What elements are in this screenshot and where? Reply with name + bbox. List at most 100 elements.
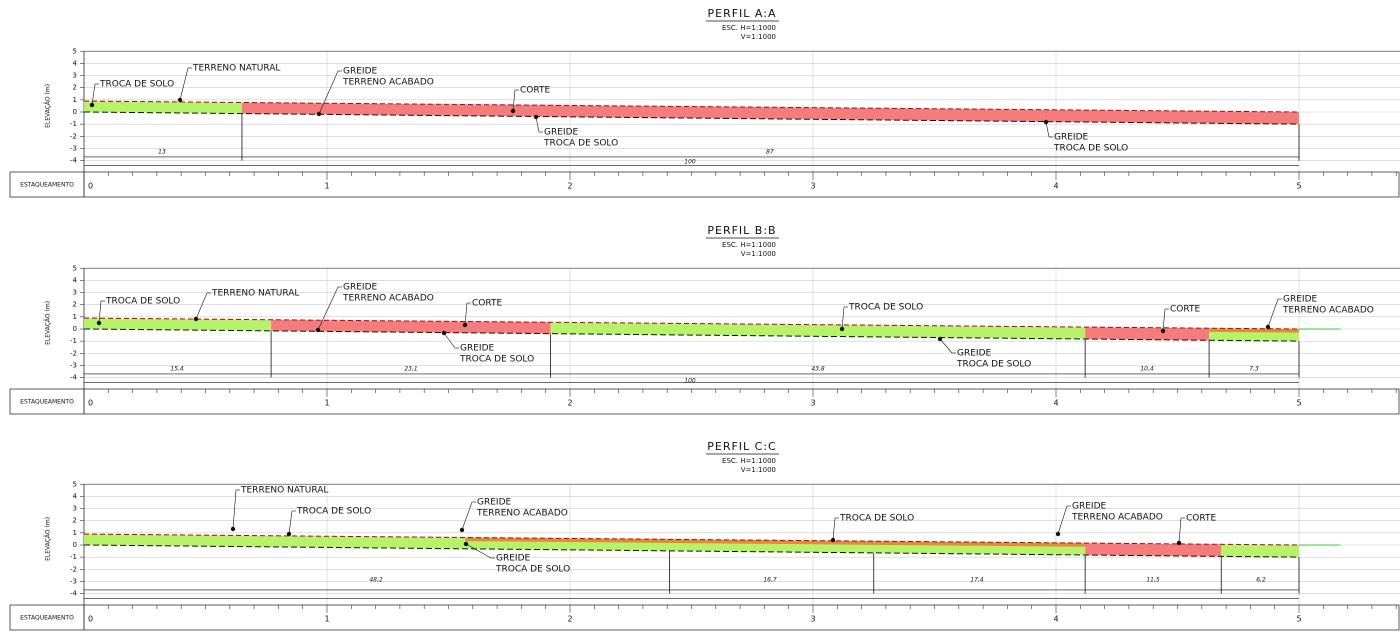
y-tick-label: -1	[70, 553, 77, 561]
segment-length: 48,2	[369, 577, 383, 584]
grade-line	[83, 111, 1300, 125]
segment-length: 6,2	[1256, 577, 1266, 584]
y-tick-label: 5	[73, 47, 77, 55]
leader-dot	[177, 97, 183, 103]
y-axis-label: ELEVAÇÃO (m)	[45, 84, 52, 128]
callout-text: GREIDE	[343, 283, 377, 293]
callout-text: TERRENO NATURAL	[192, 64, 280, 74]
callout-text: TERRENO ACABADO	[1071, 513, 1163, 523]
y-tick-label: -2	[70, 349, 77, 357]
leader-dot	[316, 111, 322, 117]
leader	[461, 501, 473, 531]
y-tick-label: 4	[73, 59, 78, 67]
stake-number: 0	[88, 399, 93, 408]
leader-dot	[96, 320, 102, 326]
stake-number: 5	[1296, 182, 1301, 191]
y-axis-label: ELEVAÇÃO (m)	[45, 517, 52, 561]
leader-dot	[1160, 328, 1166, 334]
leader-dot	[937, 336, 943, 342]
strip	[1209, 328, 1299, 333]
callout-text: TROCA DE SOLO	[956, 360, 1031, 370]
region	[550, 322, 1086, 340]
grade-line	[83, 328, 1300, 342]
segment-length: 100	[684, 378, 696, 385]
segment-length: 23,1	[404, 366, 417, 373]
leader	[939, 338, 953, 354]
scale-h: ESC. H=1:1000	[722, 24, 776, 32]
segment-length: 16,7	[763, 577, 777, 584]
leader	[464, 302, 468, 326]
segment-length: 10,4	[1140, 366, 1154, 373]
callout-text: TERRENO ACABADO	[342, 294, 434, 304]
terrain-line	[83, 533, 1300, 546]
callout-text: GREIDE	[460, 344, 494, 354]
callout-text: TROCA DE SOLO	[459, 355, 534, 365]
y-tick-label: -4	[70, 590, 78, 598]
y-tick-label: -1	[70, 337, 77, 345]
callout-text: TROCA DE SOLO	[296, 507, 371, 517]
callout-text: TERRENO ACABADO	[476, 509, 568, 519]
leader-dot	[1265, 324, 1271, 330]
leader-dot	[89, 102, 95, 108]
terrain-line	[83, 317, 1300, 330]
y-tick-label: 5	[73, 264, 77, 272]
leader	[535, 116, 540, 133]
leader	[1178, 517, 1182, 544]
callout-text: CORTE	[520, 86, 550, 96]
y-tick-label: 5	[73, 480, 77, 488]
y-tick-label: 0	[73, 541, 77, 549]
leader-dot	[830, 537, 836, 543]
leader	[91, 83, 96, 106]
leader	[179, 67, 189, 101]
leader	[512, 89, 516, 112]
segment-length: 43,8	[811, 366, 825, 373]
y-tick-label: 0	[73, 325, 77, 333]
region	[271, 319, 551, 334]
segment-length: 87	[766, 149, 774, 156]
leader-dot	[1176, 540, 1182, 546]
leader	[317, 286, 339, 331]
leader	[1267, 298, 1279, 328]
y-tick-label: -2	[70, 565, 77, 573]
y-tick-label: 2	[73, 84, 77, 92]
leader-dot	[459, 527, 465, 533]
region	[1085, 327, 1210, 341]
scale-v: V=1:1000	[741, 33, 776, 41]
stake-box	[9, 171, 1400, 198]
y-tick-label: -2	[70, 132, 77, 140]
y-tick-label: 1	[73, 313, 77, 321]
stake-number: 1	[324, 615, 329, 624]
segment-length: 7,3	[1249, 366, 1259, 373]
stake-box	[9, 604, 1400, 631]
stake-number: 3	[810, 399, 815, 408]
y-tick-label: -3	[70, 361, 77, 369]
region	[1085, 543, 1222, 557]
leader-dot	[510, 108, 516, 114]
y-tick-label: 1	[73, 96, 77, 104]
y-tick-label: -3	[70, 577, 77, 585]
profile-title: PERFIL B:B	[707, 224, 776, 237]
callout-text: GREIDE	[1054, 133, 1088, 143]
leader	[1162, 308, 1166, 332]
callout-text: GREIDE	[496, 554, 530, 564]
callout-text: CORTE	[1186, 514, 1216, 524]
callout-text: TROCA DE SOLO	[99, 80, 174, 90]
y-tick-label: 3	[73, 72, 77, 80]
callout-text: TROCA DE SOLO	[105, 297, 180, 307]
leader	[195, 292, 208, 320]
profile-title: PERFIL C:C	[707, 440, 777, 453]
callout-text: TROCA DE SOLO	[839, 514, 914, 524]
region	[84, 534, 1086, 556]
profile-title: PERFIL A:A	[708, 7, 777, 20]
callout-text: GREIDE	[1072, 502, 1106, 512]
stake-number: 4	[1053, 399, 1058, 408]
callout-text: GREIDE	[477, 498, 511, 508]
stake-label: ESTAQUEAMENTO	[20, 182, 74, 189]
stake-number: 3	[810, 182, 815, 191]
callout-text: GREIDE	[544, 128, 578, 138]
callout-text: TERRENO NATURAL	[240, 486, 328, 496]
stake-number: 3	[810, 615, 815, 624]
leader	[232, 489, 237, 530]
callout-text: GREIDE	[343, 67, 377, 77]
